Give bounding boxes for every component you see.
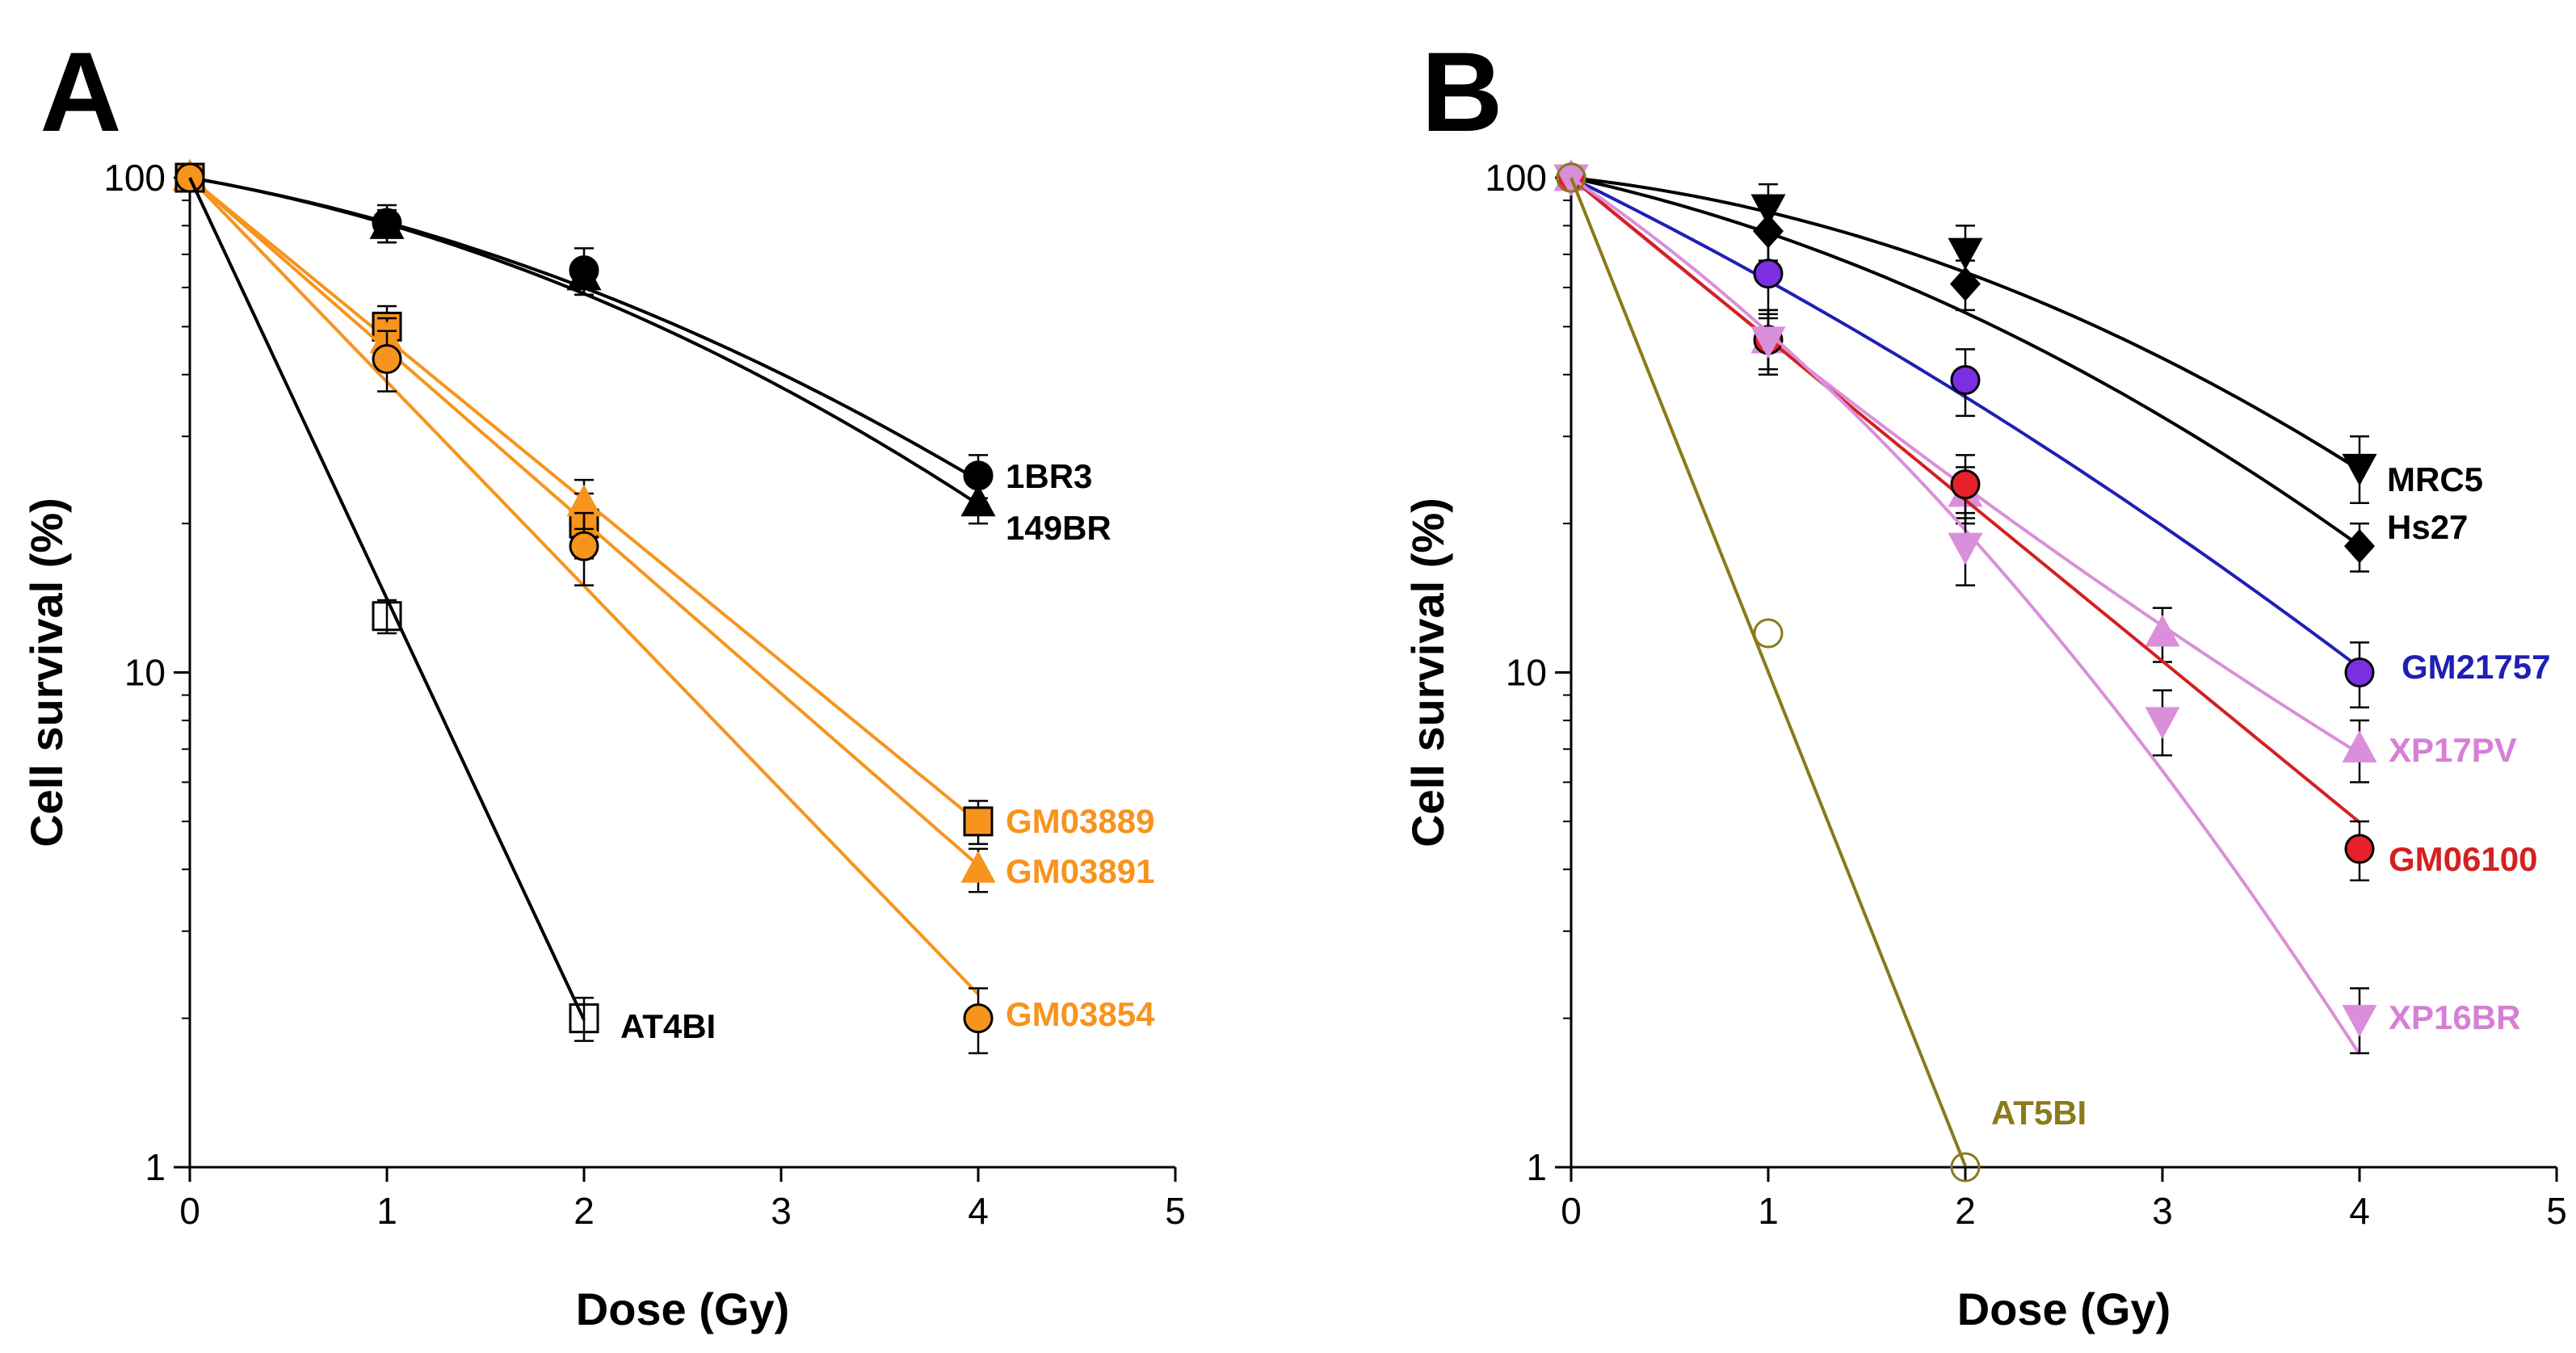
x-tick-label: 0 [1561, 1190, 1582, 1232]
y-tick-label: 10 [124, 652, 166, 694]
data-point-hs27 [2343, 528, 2376, 564]
series-mrc5: MRC5 [1553, 164, 2483, 505]
series-label-hs27: Hs27 [2387, 508, 2468, 546]
data-point-149br [369, 207, 405, 239]
x-tick-label: 5 [1165, 1190, 1186, 1232]
x-axis-title: Dose (Gy) [576, 1284, 790, 1334]
series-label-at4bi: AT4BI [620, 1007, 716, 1045]
series-gm03889: GM03889 [174, 162, 1154, 846]
data-point-xp17pv [2342, 730, 2377, 763]
data-point-xp16br [2342, 1005, 2377, 1037]
y-tick-label: 100 [103, 157, 166, 199]
data-point-gm03891 [960, 851, 996, 883]
data-point-xp17pv [2145, 614, 2180, 647]
series-label-gm21757: GM21757 [2402, 648, 2550, 686]
data-point-mrc5 [1948, 237, 1983, 271]
data-point-xp16br [2145, 707, 2180, 740]
data-point-hs27 [1949, 267, 1981, 301]
data-point-gm21757 [1950, 364, 1981, 395]
data-point-gm06100 [2344, 834, 2375, 864]
data-point-149br [566, 258, 602, 291]
x-tick-label: 4 [2349, 1190, 2370, 1232]
x-tick-label: 3 [2152, 1190, 2173, 1232]
x-tick-label: 3 [771, 1190, 792, 1232]
series-1br3: 1BR3 [174, 162, 1092, 500]
series-label-gm03854: GM03854 [1006, 995, 1155, 1033]
data-point-gm21757 [1753, 258, 1784, 289]
fit-curve-hs27 [1570, 176, 2361, 548]
data-point-at4bi [174, 162, 205, 193]
x-tick-label: 5 [2546, 1190, 2567, 1232]
data-point-xp16br [1750, 326, 1786, 359]
data-point-149br [960, 484, 996, 517]
panel-letter: B [1421, 28, 1502, 155]
series-label-gm06100: GM06100 [2389, 840, 2537, 878]
series-label-gm03891: GM03891 [1006, 852, 1154, 890]
x-tick-label: 2 [574, 1190, 595, 1232]
fit-curve-at5bi [1570, 177, 1967, 1167]
x-tick-label: 1 [1758, 1190, 1779, 1232]
data-point-gm06100 [1950, 469, 1981, 500]
series-label-xp16br: XP16BR [2389, 998, 2520, 1036]
series-label-149br: 149BR [1006, 509, 1112, 547]
panel-letter: A [40, 28, 121, 155]
data-point-gm03854 [569, 531, 599, 561]
series-label-mrc5: MRC5 [2387, 460, 2483, 498]
x-tick-label: 4 [968, 1190, 989, 1232]
series-at5bi: AT5BI [1556, 162, 2086, 1183]
series-gm03854: GM03854 [174, 162, 1155, 1055]
x-tick-label: 2 [1955, 1190, 1976, 1232]
y-tick-label: 1 [1526, 1146, 1547, 1188]
series-label-at5bi: AT5BI [1991, 1094, 2086, 1132]
y-tick-label: 10 [1506, 652, 1547, 694]
x-tick-label: 0 [179, 1190, 200, 1232]
series-xp16br: XP16BR [1553, 164, 2520, 1056]
y-axis-title: Cell survival (%) [21, 498, 72, 847]
series-149br: 149BR [172, 158, 1112, 547]
y-tick-label: 1 [145, 1146, 166, 1188]
x-tick-label: 1 [376, 1190, 397, 1232]
y-tick-label: 100 [1485, 157, 1547, 199]
fit-curve-mrc5 [1570, 176, 2361, 472]
series-label-gm03889: GM03889 [1006, 802, 1154, 840]
data-point-at4bi [372, 601, 402, 632]
data-point-xp16br [1948, 532, 1983, 565]
series-hs27: Hs27 [1555, 160, 2468, 573]
data-point-at5bi [1556, 162, 1586, 193]
data-point-gm03854 [372, 344, 402, 375]
series-gm21757: GM21757 [1556, 162, 2550, 708]
data-point-gm03854 [963, 1003, 994, 1034]
y-axis-title: Cell survival (%) [1402, 498, 1453, 847]
fit-curve-at4bi [188, 177, 586, 1021]
data-point-gm21757 [2344, 658, 2375, 687]
data-point-at4bi [569, 1003, 599, 1034]
x-axis-title: Dose (Gy) [1957, 1284, 2171, 1334]
data-point-mrc5 [2342, 453, 2377, 486]
data-point-gm03889 [963, 806, 994, 837]
data-point-at5bi [1753, 618, 1784, 649]
data-point-at5bi [1950, 1152, 1981, 1183]
series-label-1br3: 1BR3 [1006, 457, 1092, 495]
series-label-xp17pv: XP17PV [2389, 731, 2517, 769]
series-at4bi: AT4BI [174, 162, 716, 1045]
series-xp17pv: XP17PV [1553, 158, 2517, 784]
fit-curve-1br3 [189, 176, 980, 482]
fit-curve-149br [189, 176, 980, 506]
